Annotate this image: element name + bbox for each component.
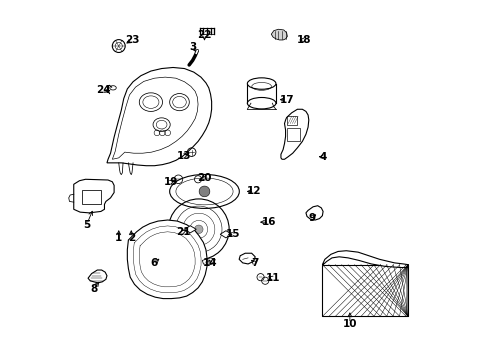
Bar [322,265,407,316]
Text: 4: 4 [319,152,326,162]
Circle shape [194,225,203,234]
Bar [287,116,297,125]
Text: 7: 7 [250,258,258,268]
Text: 9: 9 [307,212,315,222]
Text: 19: 19 [164,177,178,187]
Text: 17: 17 [279,95,293,105]
Polygon shape [271,29,287,40]
Bar [287,128,299,141]
Text: 14: 14 [203,258,218,268]
Text: 16: 16 [262,217,276,227]
Polygon shape [281,109,308,159]
Text: 20: 20 [197,173,211,183]
Polygon shape [239,253,255,264]
Text: 15: 15 [225,229,240,239]
Polygon shape [220,231,231,238]
Text: 11: 11 [265,273,280,283]
Bar [82,190,101,204]
Text: 21: 21 [176,227,190,237]
Text: 3: 3 [189,42,196,52]
Text: 5: 5 [83,220,90,230]
Polygon shape [305,206,323,220]
Text: 8: 8 [90,284,97,294]
Polygon shape [184,226,196,233]
Polygon shape [74,179,114,213]
Polygon shape [127,220,206,298]
Text: 6: 6 [150,258,158,268]
Text: 2: 2 [127,233,135,243]
Text: 24: 24 [96,85,110,95]
Circle shape [199,186,209,197]
Text: 10: 10 [342,319,356,329]
Polygon shape [202,258,215,265]
Text: 18: 18 [297,35,311,45]
Polygon shape [88,270,107,283]
Text: 1: 1 [115,233,122,243]
Polygon shape [322,251,407,267]
Text: 13: 13 [176,151,191,161]
Text: 22: 22 [197,30,211,40]
Text: 23: 23 [124,35,139,45]
Text: 12: 12 [247,186,261,197]
